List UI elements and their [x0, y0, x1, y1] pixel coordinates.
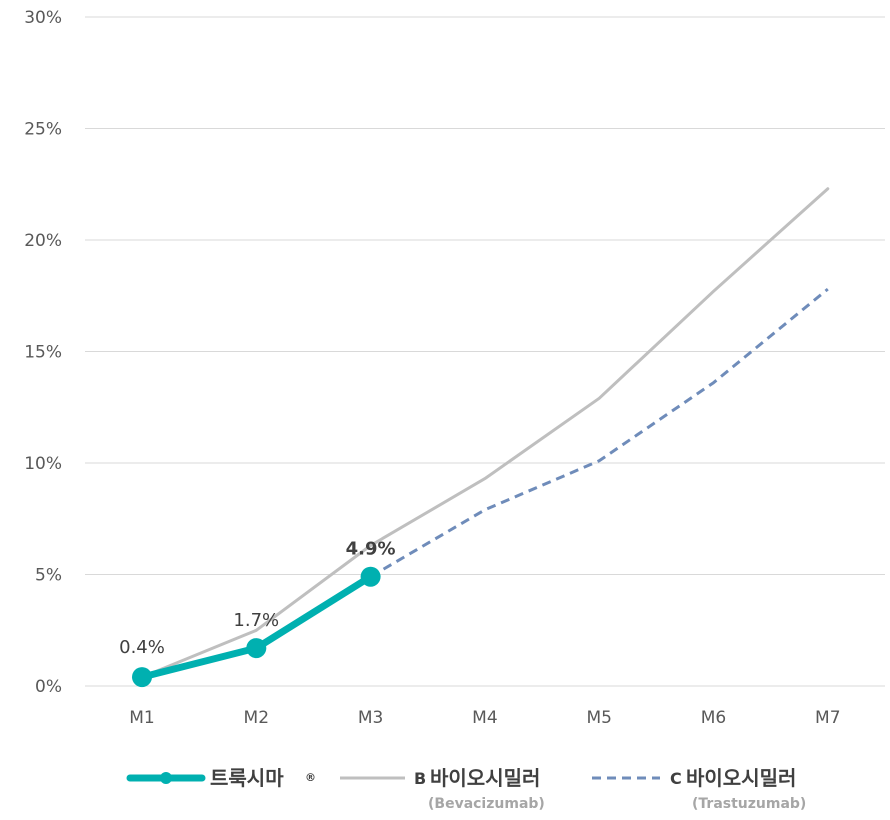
y-tick-label: 5% — [35, 566, 62, 586]
series-line-2 — [369, 287, 829, 578]
y-tick-label: 15% — [24, 343, 62, 363]
y-tick-label: 0% — [35, 677, 62, 697]
y-tick-label: 10% — [24, 454, 62, 474]
data-label: 1.7% — [233, 610, 279, 631]
legend-prefix-b: B — [414, 769, 426, 788]
series-line-1 — [140, 187, 830, 679]
data-point — [360, 566, 381, 587]
legend-label-b: 바이오시밀러 — [430, 766, 540, 790]
data-point — [132, 667, 152, 688]
x-tick-label: M5 — [586, 708, 611, 728]
data-labels: 0.4% 1.7% 4.9% — [119, 539, 395, 658]
data-label: 4.9% — [346, 539, 396, 560]
series-lines — [138, 187, 830, 681]
x-tick-label: M1 — [129, 708, 154, 728]
legend-label-truxima: 트룩시마 — [210, 766, 284, 790]
x-tick-label: M2 — [244, 708, 269, 728]
y-tick-label: 25% — [24, 120, 62, 140]
y-tick-label: 30% — [24, 8, 62, 28]
data-point — [246, 638, 267, 659]
y-tick-label: 20% — [24, 231, 62, 251]
x-tick-label: M7 — [815, 708, 840, 728]
legend-label-c: 바이오시밀러 — [686, 766, 796, 790]
legend-sublabel-b: (Bevacizumab) — [428, 796, 545, 812]
data-label: 0.4% — [119, 637, 165, 658]
legend: 트룩시마 ® B 바이오시밀러(Bevacizumab)C 바이오시밀러(Trastuz… — [126, 766, 806, 812]
series-markers — [132, 566, 381, 688]
legend-sublabel-c: (Trastuzumab) — [692, 796, 806, 812]
x-tick-label: M4 — [472, 708, 497, 728]
legend-prefix-c: C — [670, 769, 682, 788]
x-axis-tick-labels: M1 M2 M3 M4 M5 M6 M7 — [129, 708, 840, 728]
legend-marker-truxima — [160, 772, 172, 784]
legend-registered-mark: ® — [305, 771, 316, 784]
gridlines — [85, 16, 885, 687]
x-tick-label: M6 — [701, 708, 726, 728]
y-axis-tick-labels: 0% 5% 10% 15% 20% 25% 30% — [24, 8, 62, 697]
x-tick-label: M3 — [358, 708, 383, 728]
